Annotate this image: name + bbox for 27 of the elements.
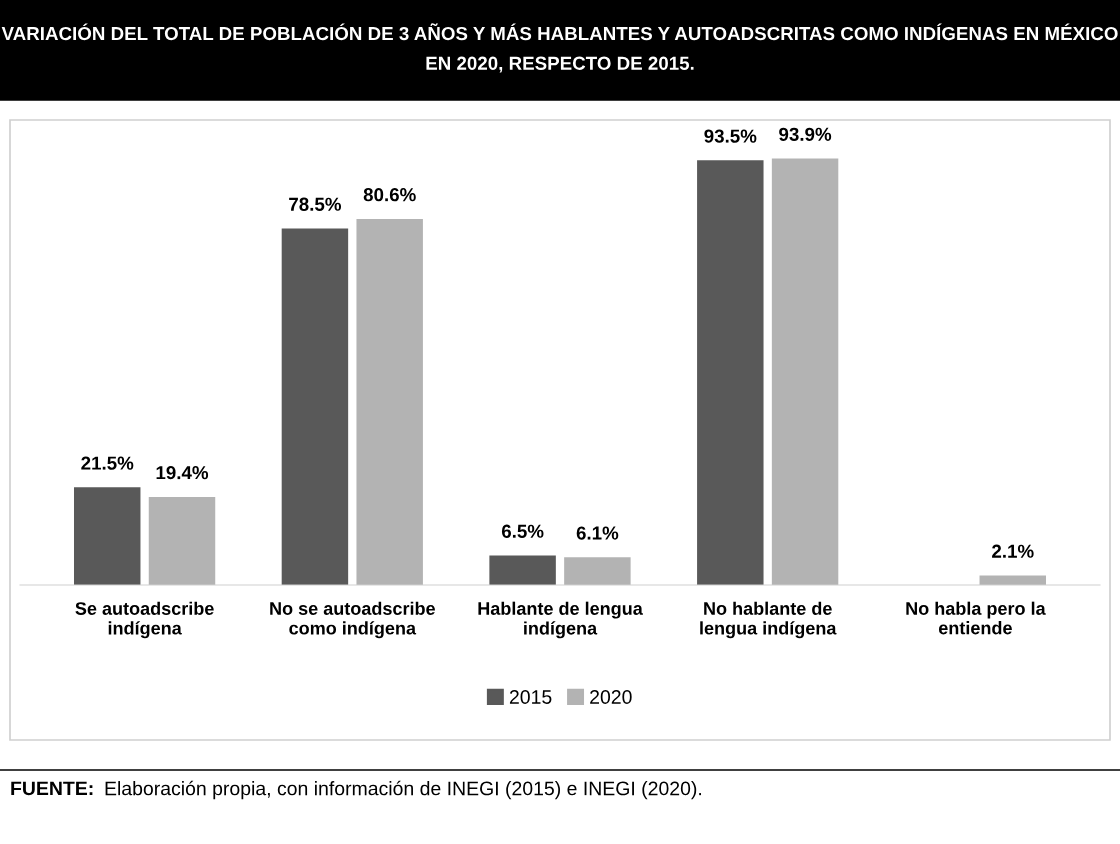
data-label: 80.6% xyxy=(363,188,416,202)
x-tick-label: Se autoadscribe indígena xyxy=(75,601,214,639)
data-label: 19.4% xyxy=(156,466,209,480)
data-label: 6.1% xyxy=(576,526,619,540)
bar xyxy=(281,228,349,585)
bar xyxy=(489,555,556,585)
data-label: 78.5% xyxy=(289,197,342,211)
bar xyxy=(356,218,423,585)
bar xyxy=(564,557,631,585)
x-tick-label: No habla pero la entiende xyxy=(906,601,1046,635)
x-tick-label: No se autoadscribe como indígena xyxy=(270,601,435,639)
data-label: 93.5% xyxy=(704,129,757,143)
data-label: 2.1% xyxy=(992,544,1034,558)
source-note: FUENTE: Elaboración propia, con información de INEGI (2015) e INEGI (2020). xyxy=(11,780,702,800)
bar xyxy=(74,487,141,585)
bar xyxy=(771,158,839,585)
x-tick-label: No hablante de lengua indígena xyxy=(700,601,837,639)
data-label: 6.5% xyxy=(501,524,544,538)
legend-label: 2015 xyxy=(509,690,552,704)
legend-label: 2020 xyxy=(590,690,632,704)
x-tick-label: Hablante de lengua indígena xyxy=(478,601,643,639)
bar xyxy=(697,160,764,585)
bar xyxy=(979,575,1046,585)
data-label: 93.9% xyxy=(779,127,832,141)
data-label: 21.5% xyxy=(81,456,134,470)
bar xyxy=(148,496,216,585)
chart-title: VARIACIÓN DEL TOTAL DE POBLACIÓN DE 3 AÑOS Y MÁS HABLANTES Y AUTOADSCRITAS COMO INDÍGENAS EN MÉXICO EN 2020, RESPECTO DE 2015. xyxy=(1,23,1118,73)
